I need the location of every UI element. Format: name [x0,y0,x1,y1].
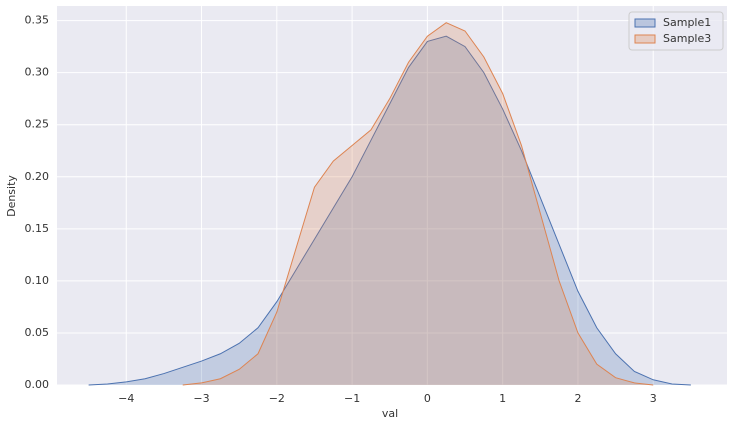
x-tick-label: −2 [269,392,285,405]
area-fill [182,22,654,386]
y-tick-label: 0.25 [25,118,50,131]
legend-label: Sample1 [663,16,711,29]
y-tick-label: 0.30 [25,66,50,79]
area-line [88,35,691,386]
legend-swatch [634,34,656,44]
x-tick-label: 2 [574,392,581,405]
area-fill [88,36,691,385]
x-axis-label: val [382,407,398,420]
legend-swatch [634,18,656,28]
y-axis-label: Density [5,175,18,217]
y-tick-label: 0.05 [25,326,50,339]
x-tick-label: −3 [193,392,209,405]
x-tick-label: 1 [499,392,506,405]
x-tick-label: −1 [344,392,360,405]
plot-area [57,6,727,385]
y-tick-label: 0.15 [25,222,50,235]
y-tick-label: 0.00 [25,378,50,391]
y-tick-label: 0.20 [25,170,50,183]
x-tick-label: −4 [118,392,134,405]
x-tick-label: 3 [650,392,657,405]
y-tick-label: 0.35 [25,14,50,27]
legend-box [628,11,724,51]
y-tick-label: 0.10 [25,274,50,287]
legend-label: Sample3 [663,32,711,45]
area-line [182,22,654,386]
x-tick-label: 0 [424,392,431,405]
